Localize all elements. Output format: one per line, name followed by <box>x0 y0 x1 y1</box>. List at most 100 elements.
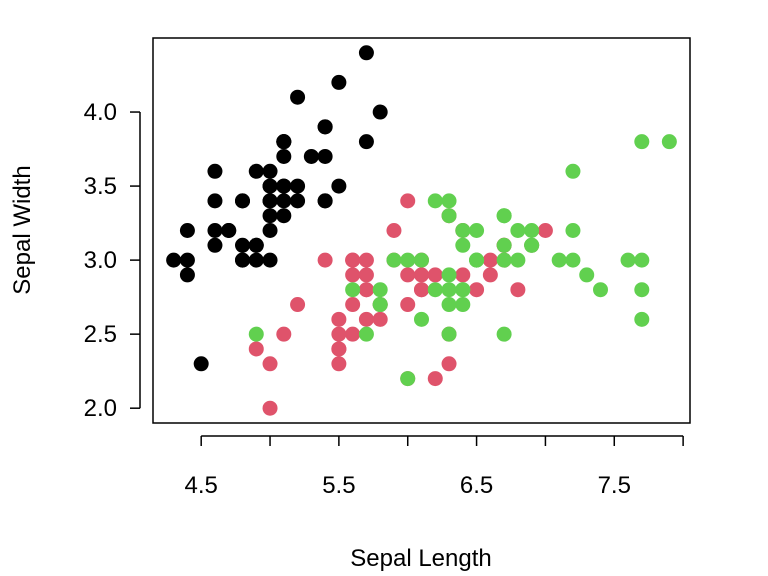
point-series-3 <box>441 282 457 298</box>
point-series-2 <box>331 356 347 372</box>
point-series-2 <box>386 223 402 238</box>
point-series-2 <box>358 252 374 268</box>
point-series-1 <box>276 208 292 224</box>
point-series-2 <box>400 267 416 283</box>
point-series-3 <box>372 297 388 313</box>
point-series-1 <box>276 134 292 150</box>
y-tick-label: 3.5 <box>84 173 117 200</box>
point-series-3 <box>400 252 416 268</box>
point-series-2 <box>482 252 498 268</box>
point-series-3 <box>414 252 429 268</box>
point-series-1 <box>317 119 333 135</box>
point-series-3 <box>386 252 402 268</box>
point-series-1 <box>179 267 195 283</box>
point-series-1 <box>331 74 347 90</box>
point-series-3 <box>524 237 540 253</box>
point-series-1 <box>207 223 223 238</box>
point-series-1 <box>207 193 223 209</box>
point-series-1 <box>262 178 278 194</box>
point-series-2 <box>262 400 278 416</box>
point-series-1 <box>276 178 292 194</box>
point-series-3 <box>496 252 512 268</box>
point-series-2 <box>455 267 471 283</box>
point-series-2 <box>414 282 429 298</box>
point-series-3 <box>510 223 526 238</box>
y-tick-label: 4.0 <box>84 99 117 126</box>
x-tick-label: 5.5 <box>322 472 355 499</box>
point-series-3 <box>634 134 650 150</box>
y-tick-label: 3.0 <box>84 247 117 274</box>
point-series-1 <box>303 148 319 164</box>
point-series-2 <box>248 341 264 357</box>
point-series-2 <box>427 267 443 283</box>
point-series-3 <box>248 326 264 342</box>
y-tick-label: 2.0 <box>84 395 117 422</box>
point-series-3 <box>661 134 677 150</box>
point-series-2 <box>482 267 498 283</box>
point-series-3 <box>358 326 374 342</box>
point-series-3 <box>455 237 471 253</box>
point-series-1 <box>166 252 182 268</box>
point-series-3 <box>579 267 595 283</box>
point-series-3 <box>496 326 512 342</box>
point-series-1 <box>262 252 278 268</box>
point-series-2 <box>345 252 361 268</box>
point-series-2 <box>331 326 347 342</box>
point-series-3 <box>620 252 636 268</box>
point-series-3 <box>427 193 443 209</box>
point-series-1 <box>317 148 333 164</box>
point-series-1 <box>262 208 278 224</box>
x-tick-label: 7.5 <box>598 472 631 499</box>
point-series-3 <box>551 252 567 268</box>
point-series-2 <box>358 311 374 327</box>
point-series-2 <box>537 223 553 238</box>
point-series-2 <box>290 297 306 313</box>
point-series-1 <box>262 193 278 209</box>
point-series-3 <box>441 267 457 283</box>
plot-area-frame <box>152 37 691 424</box>
x-tick-label: 6.5 <box>460 472 493 499</box>
point-series-3 <box>427 282 443 298</box>
point-series-3 <box>496 237 512 253</box>
point-series-1 <box>317 193 333 209</box>
point-series-2 <box>345 297 361 313</box>
point-series-1 <box>331 178 347 194</box>
point-series-2 <box>469 282 485 298</box>
point-series-2 <box>358 267 374 283</box>
point-series-2 <box>345 326 361 342</box>
point-series-3 <box>634 282 650 298</box>
point-series-3 <box>565 223 581 238</box>
point-series-2 <box>331 311 347 327</box>
x-axis: 4.5 5.5 6.5 7.5 <box>185 435 684 499</box>
y-axis-title: Sepal Width <box>9 165 36 294</box>
point-series-1 <box>235 252 250 268</box>
point-series-3 <box>441 326 457 342</box>
point-series-3 <box>441 297 457 313</box>
point-series-1 <box>290 89 306 105</box>
point-series-1 <box>193 356 209 372</box>
point-series-1 <box>358 45 374 61</box>
point-series-3 <box>565 163 581 179</box>
point-series-2 <box>276 326 292 342</box>
point-series-1 <box>358 134 374 150</box>
point-series-1 <box>262 163 278 179</box>
point-series-1 <box>248 163 264 179</box>
point-series-3 <box>496 208 512 224</box>
point-series-2 <box>345 267 361 283</box>
point-series-2 <box>331 341 347 357</box>
point-series-3 <box>510 252 526 268</box>
point-series-2 <box>414 267 429 283</box>
point-series-3 <box>524 223 540 238</box>
point-series-3 <box>455 223 471 238</box>
point-series-1 <box>221 223 237 238</box>
point-series-1 <box>276 193 292 209</box>
point-series-2 <box>441 356 457 372</box>
point-series-3 <box>565 252 581 268</box>
data-points <box>166 45 677 416</box>
point-series-1 <box>235 193 250 209</box>
x-axis-title: Sepal Length <box>350 545 491 572</box>
point-series-3 <box>469 252 485 268</box>
point-series-2 <box>262 356 278 372</box>
point-series-3 <box>634 311 650 327</box>
